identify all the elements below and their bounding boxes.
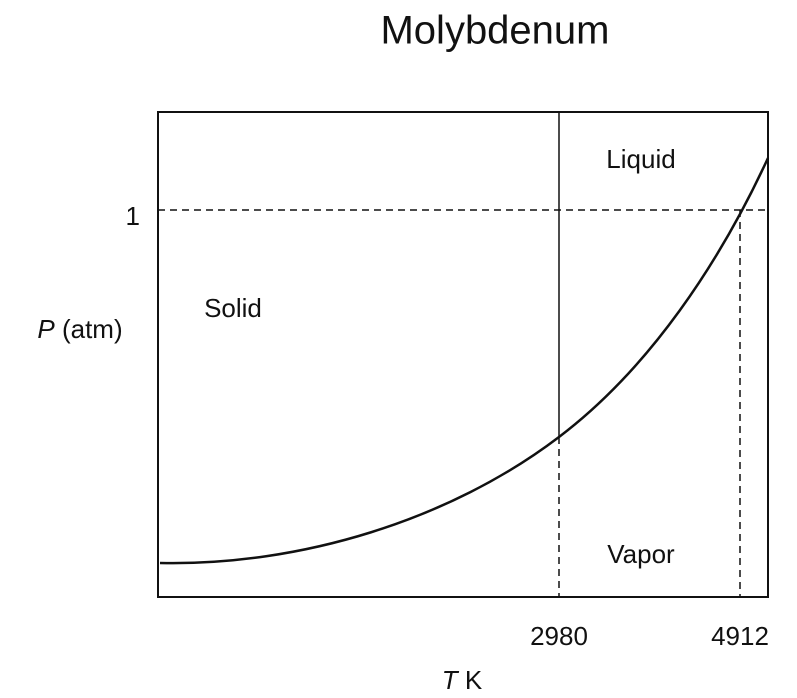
- y-axis-unit: (atm): [62, 314, 123, 344]
- x-tick-label: 4912: [711, 621, 769, 651]
- y-axis-label: P (atm): [37, 314, 122, 344]
- x-axis-unit: K: [465, 665, 483, 695]
- plot-frame: [157, 111, 769, 598]
- y-axis-symbol: P: [37, 314, 55, 344]
- x-tick-label: 2980: [530, 621, 588, 651]
- vapor-pressure-curve: [159, 157, 770, 565]
- region-label: Liquid: [606, 144, 675, 174]
- title: Molybdenum: [380, 9, 609, 53]
- region-label: Solid: [204, 293, 262, 323]
- region-label: Vapor: [607, 539, 675, 569]
- x-axis-symbol: T: [442, 665, 460, 695]
- y-tick-label: 1: [126, 201, 140, 231]
- x-axis-label: T K: [442, 665, 483, 695]
